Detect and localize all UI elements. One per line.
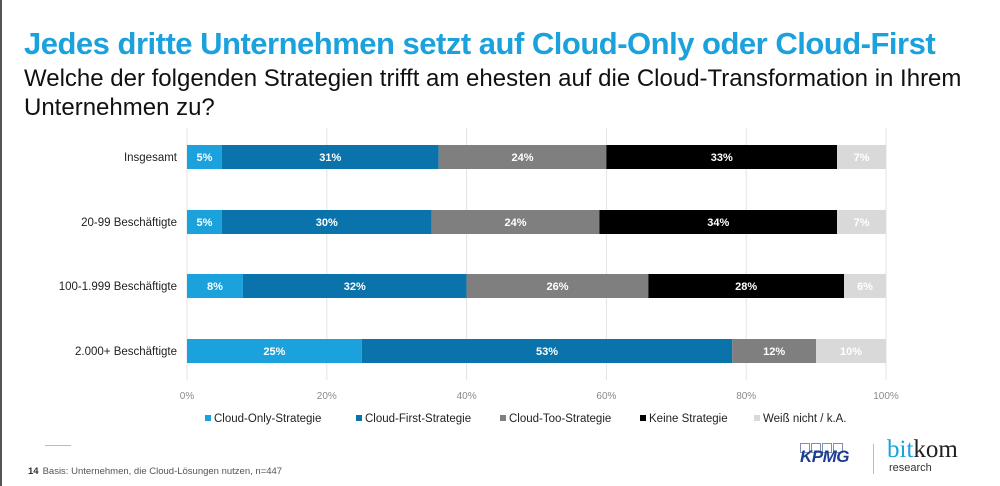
bar-segment <box>438 145 607 169</box>
data-label: 5% <box>197 217 213 229</box>
data-label: 12% <box>763 346 785 358</box>
legend-swatch <box>356 415 362 421</box>
bar-segment <box>242 274 467 298</box>
data-label: 10% <box>840 346 862 358</box>
x-axis-ticks: 0% 20% 40% 60% 80% 100% <box>180 391 899 402</box>
legend-swatch <box>640 415 646 421</box>
bitkom-logo-kom: kom <box>913 436 958 463</box>
bar-segment <box>837 210 886 234</box>
x-tick-label: 60% <box>596 391 616 402</box>
legend-swatch <box>205 415 211 421</box>
data-label: 31% <box>319 152 341 164</box>
data-label: 6% <box>857 281 873 293</box>
legend-label: Cloud-Only-Strategie <box>214 413 321 425</box>
category-labels: Insgesamt 20-99 Beschäftigte 100-1.999 Bes… <box>59 152 178 358</box>
chart-title: Jedes dritte Unternehmen setzt auf Cloud… <box>24 26 936 61</box>
legend-label: Cloud-First-Strategie <box>365 413 471 425</box>
legend-label: Keine Strategie <box>649 413 728 425</box>
page-border <box>0 0 2 486</box>
data-label: 5% <box>197 152 213 164</box>
footer-rule <box>45 445 71 446</box>
logo-divider <box>873 444 874 474</box>
bar-segment <box>187 339 362 363</box>
page-number: 14 <box>28 466 39 477</box>
kpmg-logo-text: KPMG <box>800 447 850 466</box>
x-tick-label: 0% <box>180 391 195 402</box>
data-label: 24% <box>505 217 527 229</box>
kpmg-logo: KPMG <box>800 443 850 467</box>
bar-segment <box>221 145 439 169</box>
bar-segment <box>187 145 222 169</box>
bar-segment <box>466 274 649 298</box>
data-label: 32% <box>344 281 366 293</box>
bitkom-research-logo: bitkom research <box>887 437 958 474</box>
data-label: 24% <box>512 152 534 164</box>
bar-segment <box>221 210 432 234</box>
legend-swatch <box>754 415 760 421</box>
bar-segment <box>844 274 886 298</box>
data-label: 25% <box>263 346 285 358</box>
chart-subtitle: Welche der folgenden Strategien trifft a… <box>24 65 962 121</box>
data-label: 8% <box>207 281 223 293</box>
data-label: 30% <box>316 217 338 229</box>
data-label: 26% <box>546 281 568 293</box>
bar-segment <box>361 339 733 363</box>
bar-segment <box>816 339 886 363</box>
data-label: 53% <box>536 346 558 358</box>
category-label: 20-99 Beschäftigte <box>81 217 177 229</box>
bitkom-logo-bit: bit <box>887 436 914 463</box>
category-label: Insgesamt <box>124 152 178 164</box>
x-tick-label: 80% <box>736 391 756 402</box>
legend-label: Weiß nicht / k.A. <box>763 413 847 425</box>
bars: 5% 31% 24% 33% 7% 5% 30% 24% 34% 7% 8% 32% 26% 28% 6% 2… <box>187 145 886 363</box>
footnote: 14 Basis: Unternehmen, die Cloud-Lösungen… <box>28 466 282 477</box>
bar-segment <box>606 145 838 169</box>
x-tick-label: 100% <box>873 391 899 402</box>
x-tick-label: 40% <box>457 391 477 402</box>
legend: Cloud-Only-Strategie Cloud-First-Strategi… <box>205 413 847 425</box>
bar-segment <box>431 210 600 234</box>
bar-segment <box>837 145 886 169</box>
gridlines <box>186 128 887 380</box>
bar-segment <box>599 210 838 234</box>
legend-label: Cloud-Too-Strategie <box>509 413 611 425</box>
bar-segment <box>648 274 845 298</box>
bitkom-logo-research: research <box>889 462 932 474</box>
legend-swatch <box>500 415 506 421</box>
data-label: 34% <box>707 217 729 229</box>
category-label: 100-1.999 Beschäftigte <box>59 281 177 293</box>
bar-segment <box>187 210 222 234</box>
data-label: 7% <box>854 217 870 229</box>
bar-segment <box>732 339 817 363</box>
data-label: 7% <box>854 152 870 164</box>
bar-segment <box>187 274 243 298</box>
data-label: 28% <box>735 281 757 293</box>
x-tick-label: 20% <box>317 391 337 402</box>
footnote-text: Basis: Unternehmen, die Cloud-Lösungen n… <box>42 466 283 477</box>
data-label: 33% <box>711 152 733 164</box>
kpmg-logo-boxes <box>800 443 849 453</box>
category-label: 2.000+ Beschäftigte <box>75 346 177 358</box>
